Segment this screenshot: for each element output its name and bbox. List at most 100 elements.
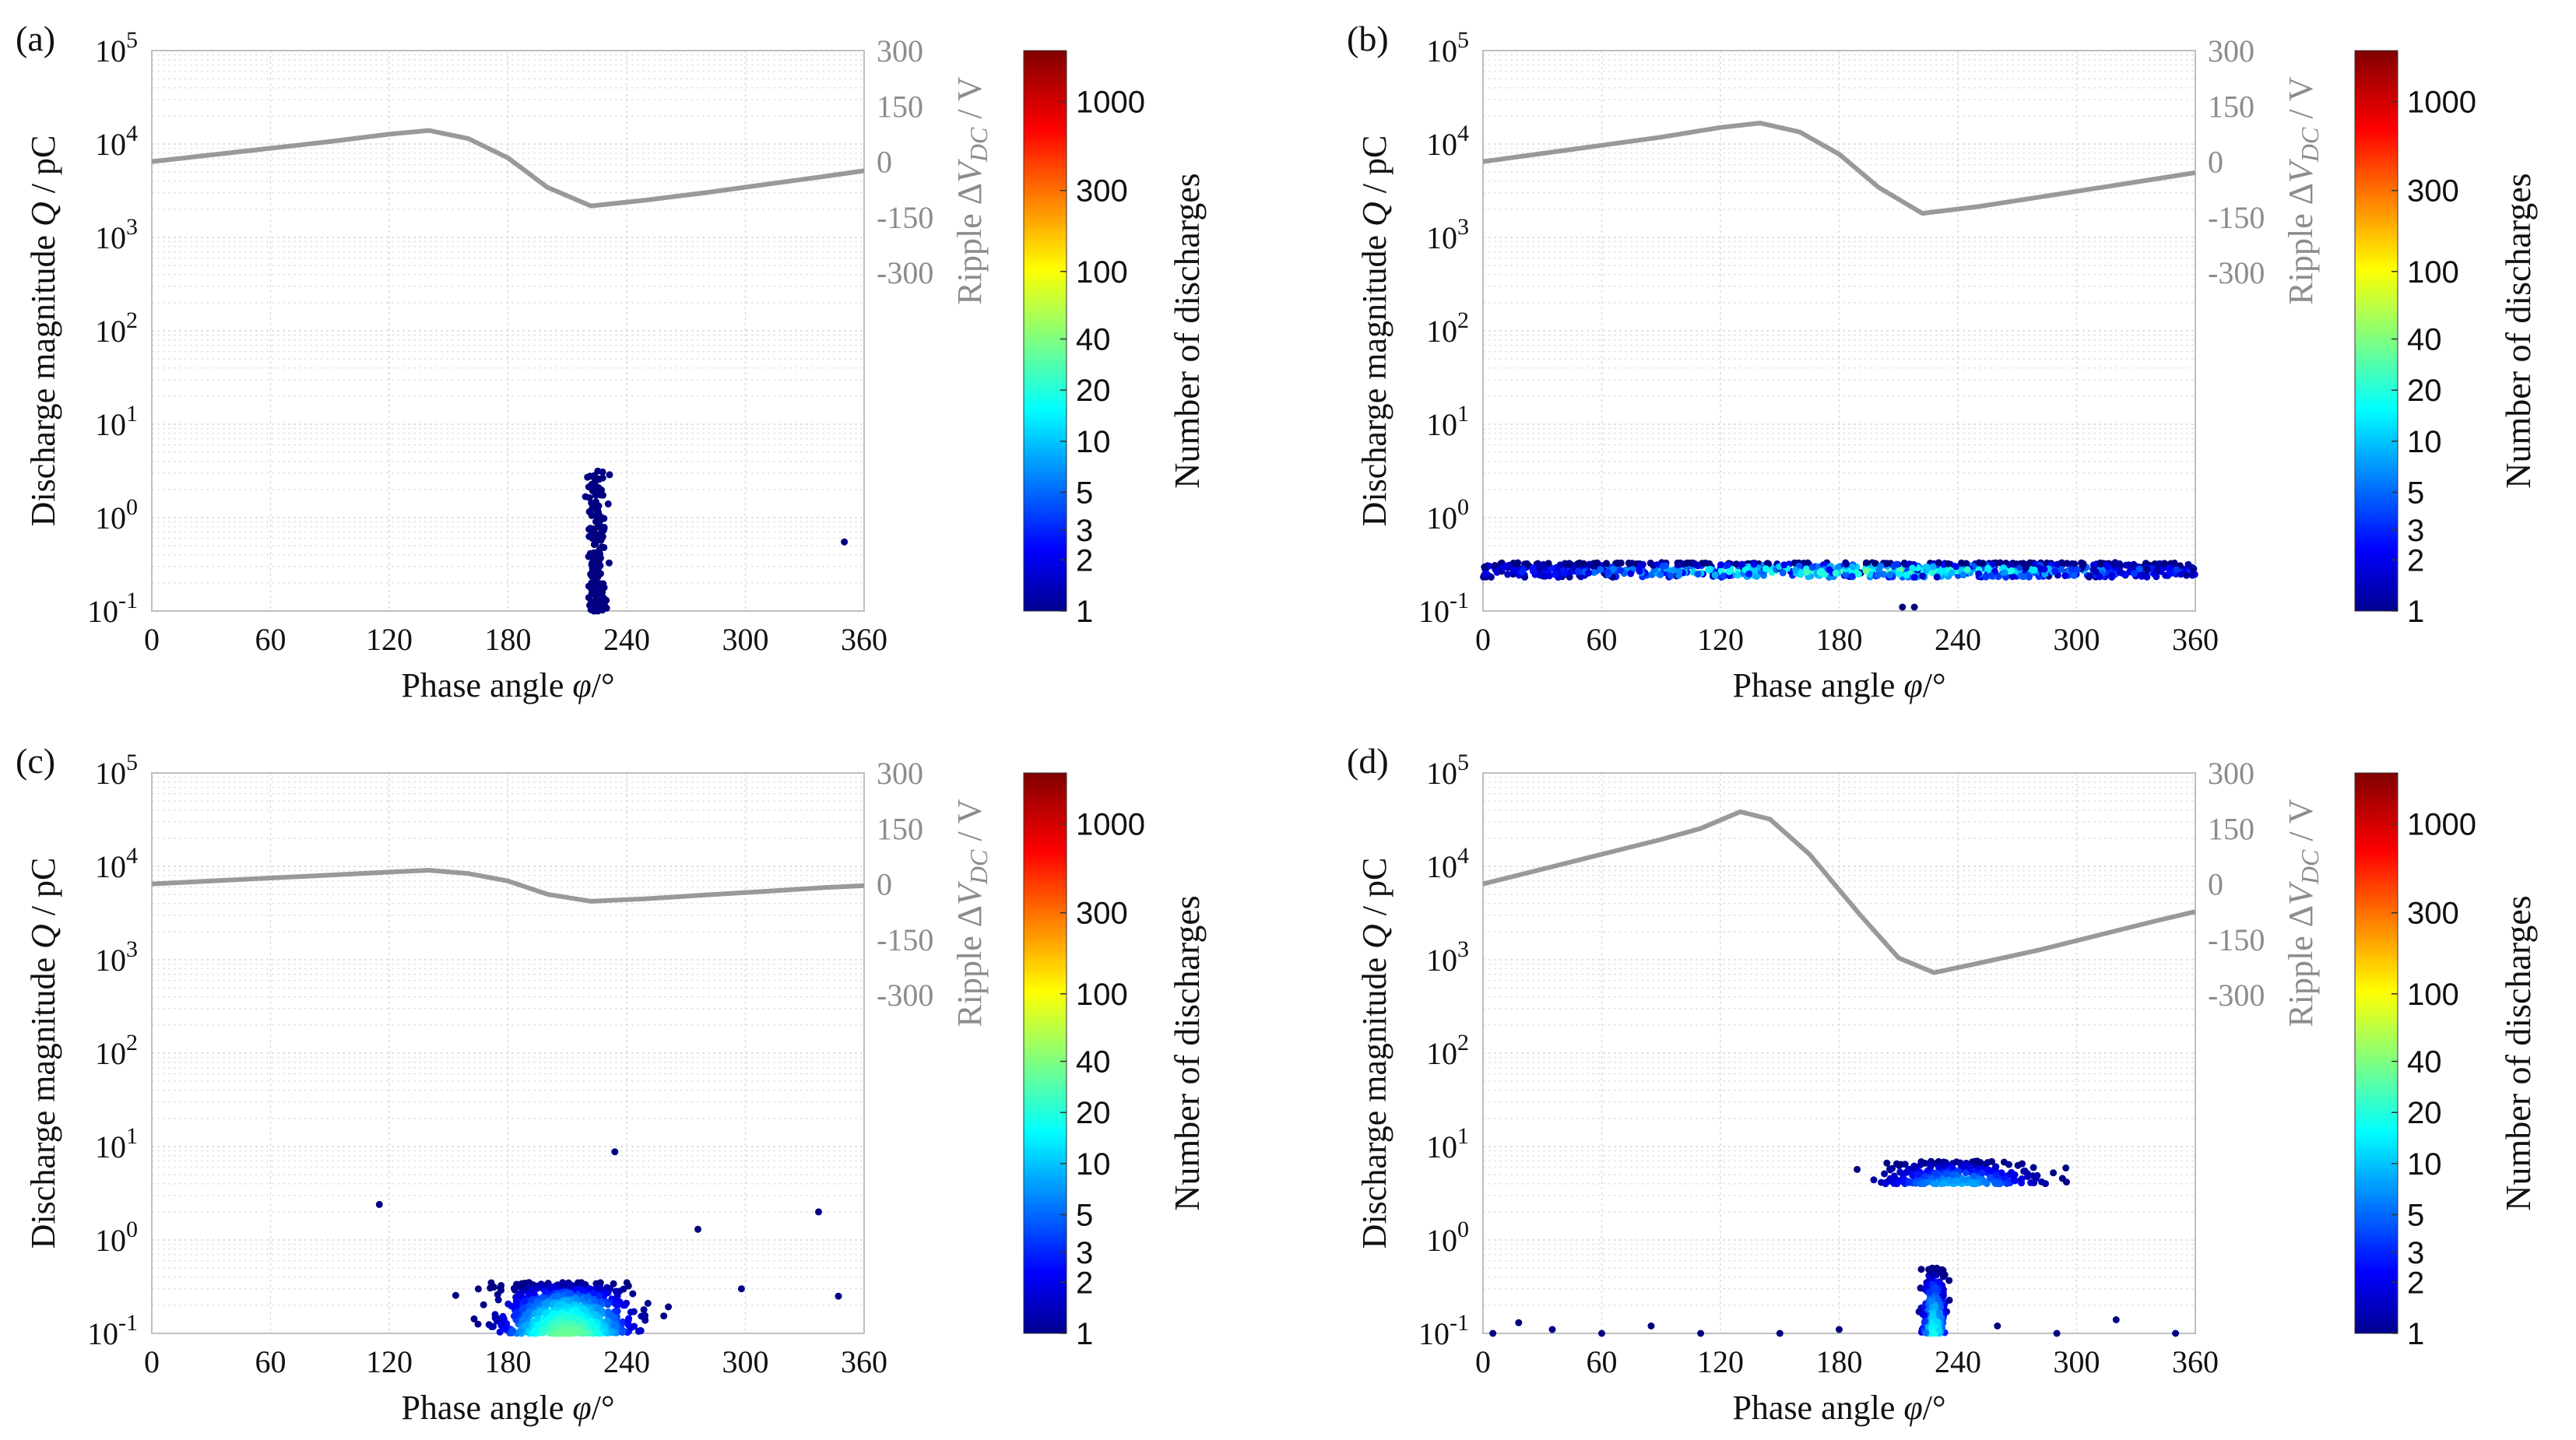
discharge-point	[1886, 571, 1894, 579]
discharge-point	[590, 607, 598, 615]
ripple-tick-label: -150	[877, 200, 933, 235]
discharge-point	[578, 1286, 586, 1294]
discharge-point	[613, 1301, 620, 1308]
discharge-point	[641, 1312, 648, 1319]
discharge-point	[1779, 569, 1787, 577]
discharge-point	[613, 1307, 621, 1314]
discharge-point	[2068, 566, 2075, 573]
discharge-point	[510, 1312, 518, 1320]
discharge-point	[1933, 1318, 1941, 1325]
ripple-tick-label: 150	[2208, 811, 2254, 846]
discharge-point	[1935, 559, 1942, 567]
discharge-point	[604, 500, 612, 508]
discharge-point	[1942, 1170, 1950, 1178]
discharge-point	[1834, 564, 1842, 571]
y-tick-label: 105	[1426, 27, 1469, 68]
x-tick-label: 360	[841, 1344, 887, 1379]
discharge-point	[597, 490, 604, 498]
colorbar-tick-label: 40	[2407, 1045, 2442, 1080]
grid	[151, 51, 865, 612]
discharge-point	[594, 589, 602, 596]
ripple-tick-label: -150	[877, 922, 933, 957]
colorbar-tick-label: 40	[2407, 323, 2442, 357]
x-axis-label: Phase angle φ/°	[1732, 1389, 1945, 1427]
discharge-point	[631, 1322, 638, 1330]
colorbar-tick-label: 2	[1076, 1266, 1093, 1300]
discharge-point	[640, 1306, 648, 1314]
discharge-point	[594, 505, 601, 513]
discharge-point	[571, 1313, 578, 1321]
discharge-point	[2153, 567, 2160, 574]
discharge-point	[597, 516, 604, 524]
discharge-point	[1697, 1329, 1705, 1337]
colorbar-tick-label: 300	[2407, 174, 2459, 209]
y-tick-label: 100	[1426, 1217, 1469, 1258]
discharge-point	[2019, 560, 2027, 567]
discharge-point	[1910, 574, 1918, 581]
x-tick-label: 180	[1816, 622, 1863, 657]
discharge-point	[2103, 561, 2110, 569]
y-tick-label: 102	[1426, 307, 1469, 349]
discharge-point	[1636, 567, 1643, 575]
colorbar-tick-label: 300	[2407, 897, 2459, 931]
discharge-point	[487, 1279, 495, 1287]
ripple-line	[1482, 121, 2196, 216]
discharge-point	[1905, 1167, 1913, 1175]
discharge-point	[531, 1327, 539, 1335]
discharge-point	[1940, 1162, 1948, 1169]
discharge-point	[1670, 567, 1678, 574]
discharge-point	[1940, 1179, 1948, 1187]
y-tick-label: 104	[95, 121, 138, 162]
discharge-point	[1941, 1271, 1949, 1279]
discharge-point	[556, 1309, 564, 1317]
axes-box	[1482, 772, 2196, 1334]
discharge-point	[1530, 564, 1537, 572]
discharge-point	[604, 1301, 612, 1308]
discharge-point	[1910, 603, 1918, 611]
x-tick-label: 120	[1697, 622, 1744, 657]
discharge-point	[2038, 1178, 2046, 1185]
x-tick-label: 60	[1587, 622, 1618, 657]
colorbar-tick-label: 100	[1076, 978, 1128, 1012]
discharge-point	[1988, 1157, 1995, 1165]
x-tick-label: 120	[366, 622, 413, 657]
discharge-point	[1893, 1180, 1901, 1188]
discharge-point	[1509, 567, 1517, 574]
discharge-point	[2068, 560, 2075, 568]
discharge-point	[1854, 571, 1862, 578]
discharge-point	[1545, 560, 1552, 567]
discharge-point	[624, 1282, 632, 1290]
discharge-point	[1991, 1178, 1999, 1186]
discharge-point	[543, 1299, 550, 1307]
ripple-tick-label: -300	[877, 255, 933, 290]
discharge-point	[1923, 1178, 1931, 1186]
discharge-point	[1953, 1177, 1960, 1185]
ripple-line	[151, 868, 865, 904]
discharge-point	[1959, 571, 1967, 579]
discharge-point	[1994, 573, 2002, 581]
discharge-point	[480, 1301, 487, 1308]
discharge-point	[1917, 1180, 1924, 1188]
y-tick-label: 100	[1426, 494, 1469, 536]
axes-box	[151, 50, 865, 612]
discharge-points	[1480, 559, 2198, 611]
discharge-point	[550, 1283, 558, 1291]
x-tick-label: 360	[2172, 1344, 2219, 1379]
discharge-point	[1836, 1326, 1843, 1333]
discharge-point	[2019, 573, 2027, 581]
discharge-point	[609, 1328, 617, 1336]
discharge-point	[1985, 1166, 1993, 1174]
discharge-point	[589, 1289, 597, 1297]
discharge-point	[1650, 561, 1657, 569]
x-tick-label: 180	[485, 1344, 532, 1379]
discharge-point	[1932, 1170, 1940, 1178]
x-axis-label: Phase angle φ/°	[401, 666, 614, 704]
colorbar-tick-label: 100	[1076, 255, 1128, 290]
ripple-tick-label: -300	[877, 978, 933, 1013]
discharge-point	[1889, 1164, 1896, 1172]
x-tick-label: 300	[2054, 622, 2100, 657]
discharge-point	[2058, 1175, 2066, 1182]
discharge-point	[1808, 564, 1816, 571]
